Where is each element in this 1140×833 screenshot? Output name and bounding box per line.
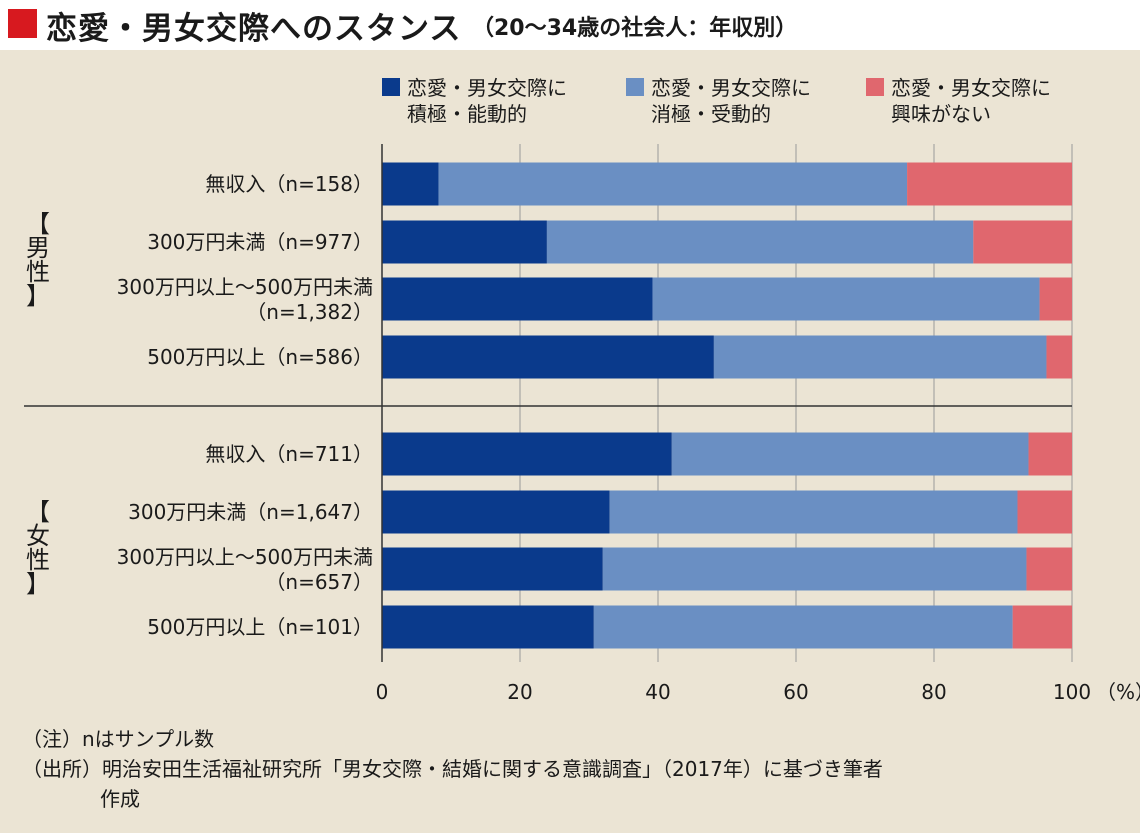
row-label-3: 300万円以上～500万円未満 — [117, 275, 373, 299]
row-label-8: 500万円以上（n=101） — [147, 615, 373, 639]
legend-label-3: 恋愛・男女交際に — [891, 76, 1051, 100]
row-label-1: 無収入（n=158） — [205, 172, 373, 196]
legend-swatch-3 — [866, 78, 884, 96]
bar-row2-series1 — [382, 220, 547, 264]
legend-label-3: 興味がない — [891, 102, 991, 126]
row-label-5: 無収入（n=711） — [205, 442, 373, 466]
bar-row6-series3 — [1017, 490, 1072, 534]
bar-row1-series3 — [907, 162, 1072, 206]
bar-row2-series3 — [973, 220, 1072, 264]
bar-row8-series1 — [382, 605, 594, 649]
chart-title: 恋愛・男女交際へのスタンス — [46, 11, 462, 47]
bar-row4-series1 — [382, 335, 714, 379]
row-label-6: 300万円未満（n=1,647） — [128, 500, 373, 524]
group-label-2: 】 — [26, 570, 50, 598]
group-label-1: 男 — [26, 234, 50, 262]
row-label-7: 300万円以上～500万円未満 — [117, 545, 373, 569]
x-tick-label: 80 — [921, 680, 946, 704]
title-marker — [8, 9, 37, 38]
bar-row3-series1 — [382, 277, 653, 321]
legend-label-1: 恋愛・男女交際に — [407, 76, 567, 100]
title-bar: 恋愛・男女交際へのスタンス （20～34歳の社会人：年収別） — [0, 0, 1140, 50]
note-sample: （注）nはサンプル数 — [22, 727, 215, 751]
bar-row5-series3 — [1028, 432, 1072, 476]
group-label-2: 性 — [26, 546, 50, 574]
x-tick-label: 0 — [376, 680, 389, 704]
legend-label-1: 積極・能動的 — [407, 102, 527, 126]
stacked-bar-chart: 恋愛・男女交際に積極・能動的恋愛・男女交際に消極・受動的恋愛・男女交際に興味がな… — [24, 76, 1140, 704]
chart-subtitle: （20～34歳の社会人：年収別） — [472, 16, 798, 41]
x-tick-label: 40 — [645, 680, 670, 704]
bar-row5-series2 — [671, 432, 1029, 476]
x-tick-label: 60 — [783, 680, 808, 704]
bar-row2-series2 — [546, 220, 974, 264]
group-label-1: 】 — [26, 282, 50, 310]
row-label-3-n: （n=1,382） — [246, 300, 373, 324]
bar-row8-series2 — [593, 605, 1013, 649]
bar-row7-series1 — [382, 547, 603, 591]
bar-row7-series2 — [602, 547, 1027, 591]
bar-row6-series2 — [609, 490, 1018, 534]
group-label-2: 【 — [26, 498, 50, 526]
row-label-2: 300万円未満（n=977） — [147, 230, 373, 254]
bar-row5-series1 — [382, 432, 672, 476]
bar-row1-series2 — [438, 162, 908, 206]
group-label-1: 性 — [26, 258, 50, 286]
bar-row3-series3 — [1039, 277, 1072, 321]
row-label-4: 500万円以上（n=586） — [147, 345, 373, 369]
group-label-2: 女 — [26, 522, 50, 550]
legend-label-2: 恋愛・男女交際に — [651, 76, 811, 100]
notes: （注）nはサンプル数 （出所）明治安田生活福祉研究所「男女交際・結婚に関する意識… — [22, 724, 1132, 814]
note-source-continued: 作成 — [100, 787, 140, 811]
bar-row7-series3 — [1026, 547, 1072, 591]
bar-row1-series1 — [382, 162, 439, 206]
bar-row4-series2 — [713, 335, 1047, 379]
bar-row6-series1 — [382, 490, 610, 534]
bar-row8-series3 — [1012, 605, 1072, 649]
row-label-7-n: （n=657） — [265, 570, 373, 594]
chart-panel: 恋愛・男女交際に 積極・能動的 恋愛・男女交際に 消極・受動的 恋愛・男女交際に 興味がな… — [0, 50, 1140, 833]
legend-label-2: 消極・受動的 — [651, 102, 771, 126]
x-tick-label: 20 — [507, 680, 532, 704]
bar-row3-series2 — [652, 277, 1040, 321]
legend-swatch-2 — [626, 78, 644, 96]
x-unit-label: （%） — [1096, 680, 1140, 704]
x-tick-label: 100 — [1053, 680, 1091, 704]
legend-swatch-1 — [382, 78, 400, 96]
bar-row4-series3 — [1046, 335, 1072, 379]
note-source: （出所）明治安田生活福祉研究所「男女交際・結婚に関する意識調査」（2017年）に… — [22, 757, 883, 781]
group-label-1: 【 — [26, 210, 50, 238]
